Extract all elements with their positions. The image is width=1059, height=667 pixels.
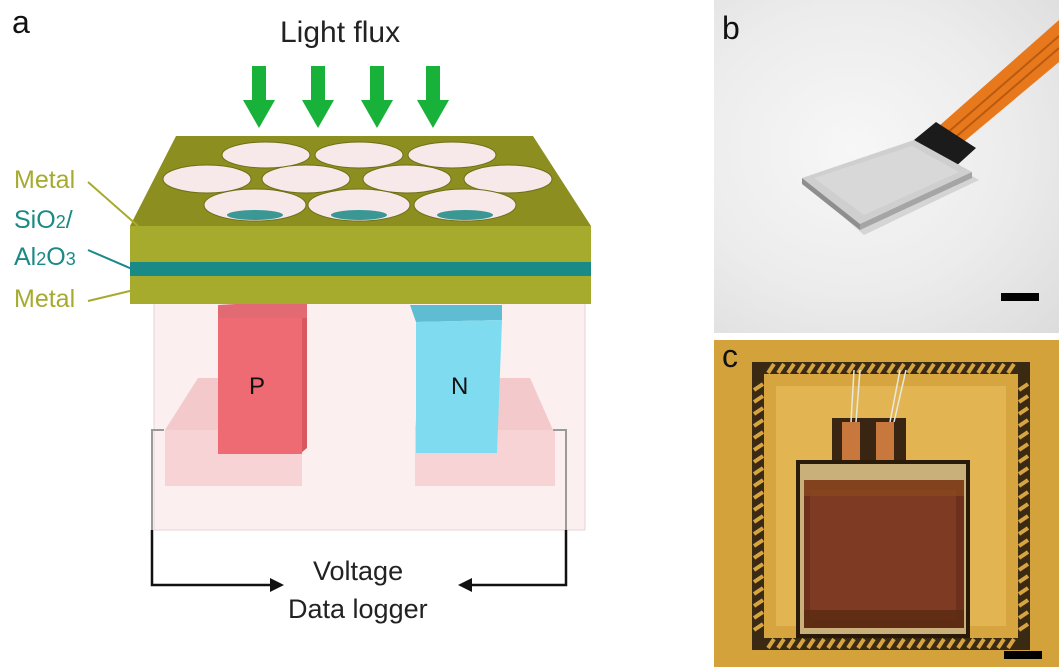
hole xyxy=(261,164,351,194)
leader-metal-bottom xyxy=(87,289,135,302)
hole xyxy=(463,164,553,194)
p-block-top xyxy=(218,300,307,318)
wire-right-gray xyxy=(553,429,567,530)
hole xyxy=(314,141,404,169)
metal-top-label: Metal xyxy=(14,166,76,194)
metal-top-layer xyxy=(130,226,591,262)
photo-b-drawing xyxy=(802,20,1059,301)
ribbon-cable xyxy=(939,20,1059,150)
hole xyxy=(162,164,252,194)
p-block-side xyxy=(301,300,307,453)
p-label: P xyxy=(249,373,266,400)
green-arrow-icon xyxy=(302,66,334,128)
scale-bar-c xyxy=(1004,651,1042,659)
hole xyxy=(221,141,311,169)
n-block-top xyxy=(410,305,502,322)
wire-left-gray xyxy=(151,429,164,530)
data-logger-label: Data logger xyxy=(288,594,428,624)
metal-bottom-label: Metal xyxy=(14,285,76,313)
hole xyxy=(362,164,452,194)
photo-c-drawing xyxy=(714,340,1059,667)
metal-bottom-layer xyxy=(130,276,591,304)
oxide-label-2: Al2O3 xyxy=(14,243,76,271)
green-arrow-icon xyxy=(243,66,275,128)
oxide-label-1: SiO2/ xyxy=(14,206,73,234)
photo-b xyxy=(714,0,1059,333)
green-arrow-icon xyxy=(361,66,393,128)
voltage-label: Voltage xyxy=(313,556,404,586)
panel-label-c: c xyxy=(722,338,738,374)
arrow-right-icon xyxy=(270,578,284,592)
light-arrows xyxy=(243,66,449,128)
device-diagram xyxy=(87,66,591,592)
panel-label-a: a xyxy=(12,4,30,40)
green-arrow-icon xyxy=(417,66,449,128)
arrow-left-icon xyxy=(458,578,472,592)
photo-c xyxy=(714,340,1059,667)
scale-bar-b xyxy=(1001,293,1039,301)
leader-oxide xyxy=(87,249,133,270)
wire-left xyxy=(150,530,270,587)
n-label: N xyxy=(451,373,469,400)
hole xyxy=(407,141,497,169)
connector xyxy=(914,122,976,168)
oxide-layer xyxy=(130,262,591,276)
light-flux-label: Light flux xyxy=(280,16,401,49)
p-block xyxy=(218,318,302,454)
wire-right xyxy=(472,530,568,587)
n-block xyxy=(416,320,502,453)
bond-pads xyxy=(752,362,1030,650)
leader-metal-top xyxy=(87,181,139,227)
panel-label-b: b xyxy=(722,10,740,46)
